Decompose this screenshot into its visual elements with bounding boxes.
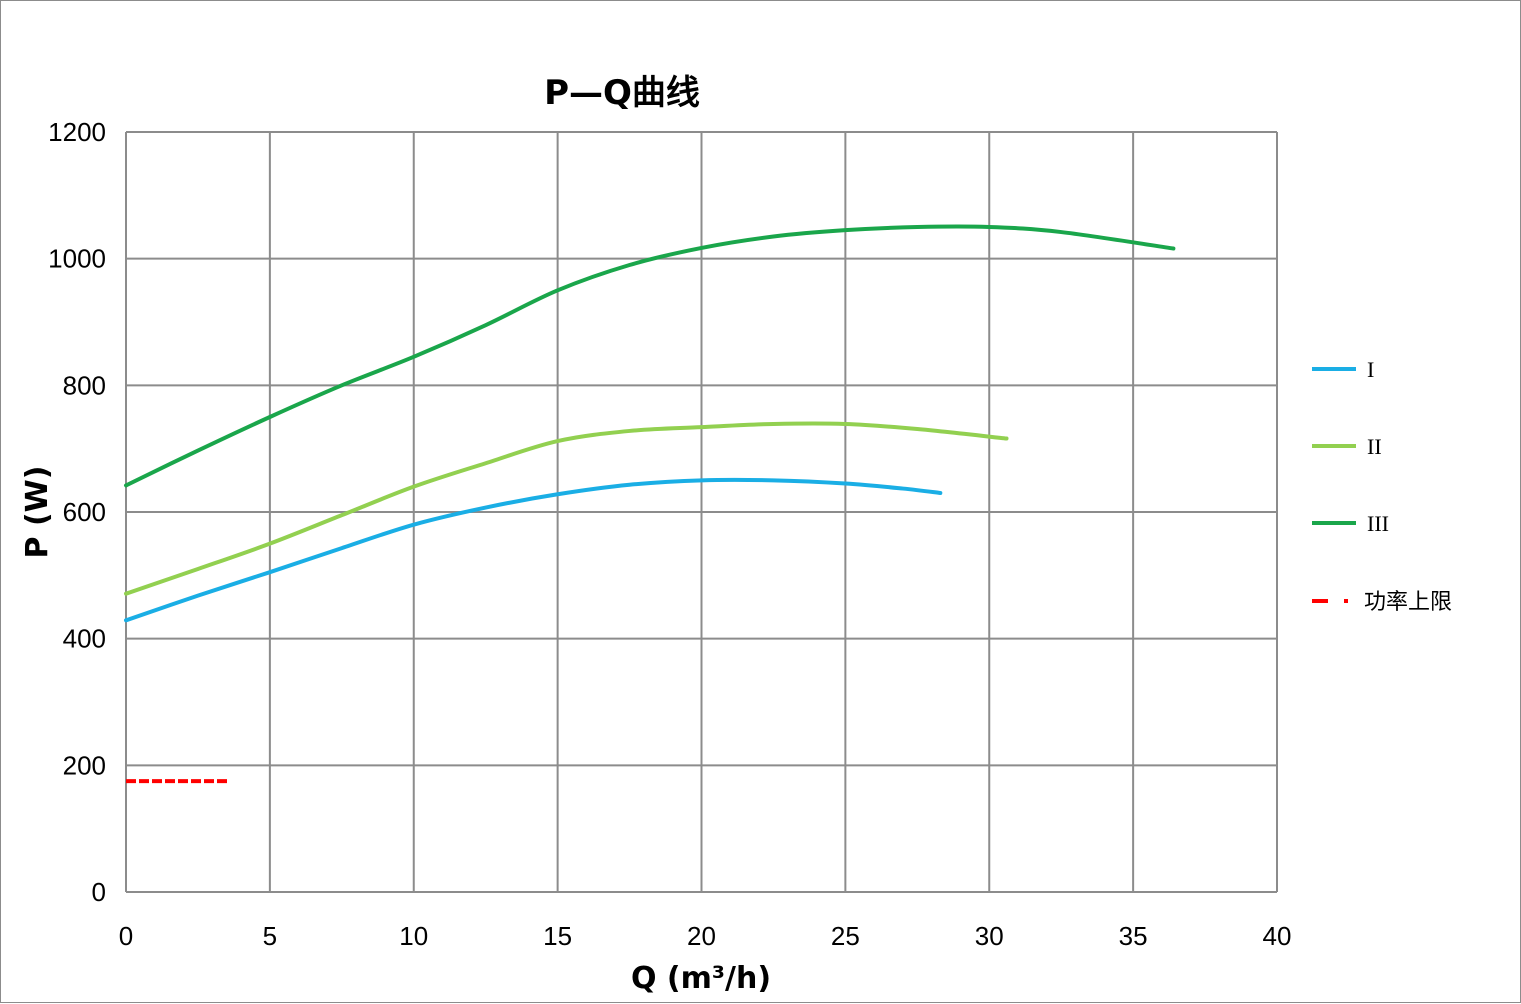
x-tick-label: 10 [399,921,428,951]
chart-title: P—Q曲线 [544,73,700,113]
x-tick-label: 0 [119,921,133,951]
legend-label: II [1367,434,1382,459]
series-line-2 [124,421,1009,596]
legend-label: 功率上限 [1364,590,1452,615]
x-tick-label: 40 [1263,921,1292,951]
series-lines [124,224,1176,784]
y-tick-label: 400 [63,624,106,654]
y-tick-label: 1200 [48,117,106,147]
x-tick-label: 25 [831,921,860,951]
x-tick-label: 30 [975,921,1004,951]
x-tick-label: 35 [1119,921,1148,951]
y-tick-label: 0 [92,877,106,907]
y-tick-label: 200 [63,750,106,780]
x-axis-title: Q (m³/h) [631,961,771,996]
grid [125,131,1278,893]
x-tick-label: 5 [263,921,277,951]
legend-label: III [1367,511,1389,536]
y-tick-label: 600 [63,497,106,527]
y-axis-title: P (W) [20,466,55,559]
series-line-3 [124,224,1176,488]
x-tick-label: 15 [543,921,572,951]
series-line-1 [124,477,943,623]
y-tick-label: 1000 [48,244,106,274]
x-tick-label: 20 [687,921,716,951]
y-tick-label: 800 [63,370,106,400]
legend-label: I [1367,357,1374,382]
